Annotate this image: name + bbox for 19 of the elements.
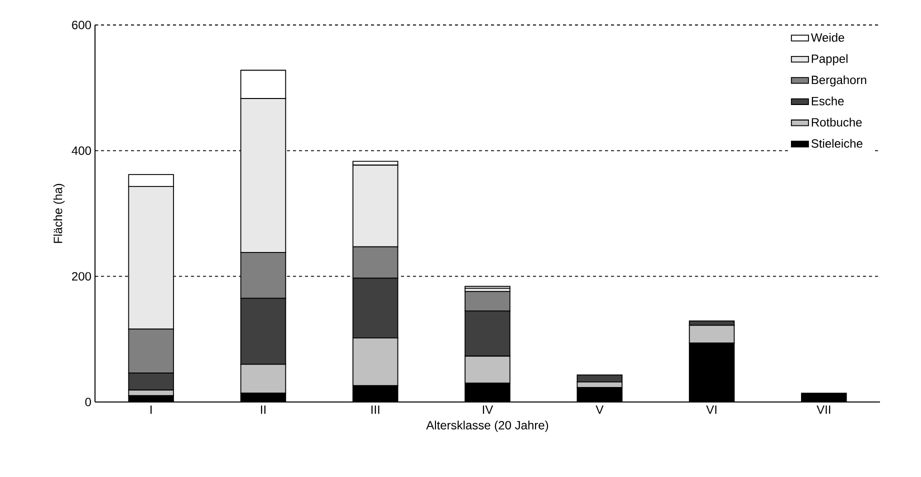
x-tick-label: IV <box>482 406 494 414</box>
y-tick-label: 400 <box>72 146 91 155</box>
x-tick-label: II <box>260 406 266 414</box>
y-axis-title: Fläche (ha) <box>53 184 65 243</box>
legend-label: Bergahorn <box>812 75 866 87</box>
x-tick-label: V <box>596 406 604 414</box>
legend-label: Weide <box>810 32 844 42</box>
x-tick-label: VI <box>706 406 716 414</box>
y-tick-label: 0 <box>85 398 92 406</box>
x-tick-label: I <box>150 406 152 414</box>
legend-label: Stieleiche <box>811 138 862 148</box>
x-axis-title: Altersklasse (20 Jahre) <box>426 420 548 432</box>
x-tick-label: III <box>371 406 380 414</box>
legend-label: Rotbuche <box>812 118 862 127</box>
x-tick-label: VII <box>816 406 830 414</box>
legend-label: Esche <box>812 96 844 106</box>
legend-label: Pappel <box>812 54 848 66</box>
y-tick-label: 200 <box>72 272 91 281</box>
y-tick-label: 600 <box>72 20 91 30</box>
